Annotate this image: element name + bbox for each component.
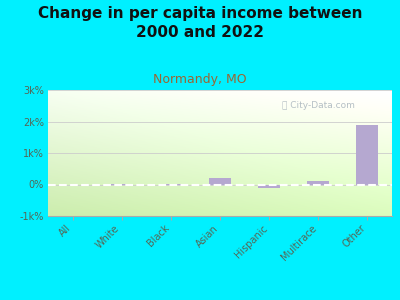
Bar bbox=[209, 178, 231, 184]
Bar bbox=[307, 181, 329, 184]
Text: Normandy, MO: Normandy, MO bbox=[153, 74, 247, 86]
Text: ⓘ City-Data.com: ⓘ City-Data.com bbox=[282, 100, 355, 109]
Text: Change in per capita income between
2000 and 2022: Change in per capita income between 2000… bbox=[38, 6, 362, 40]
Bar bbox=[356, 124, 378, 184]
Bar bbox=[258, 184, 280, 188]
